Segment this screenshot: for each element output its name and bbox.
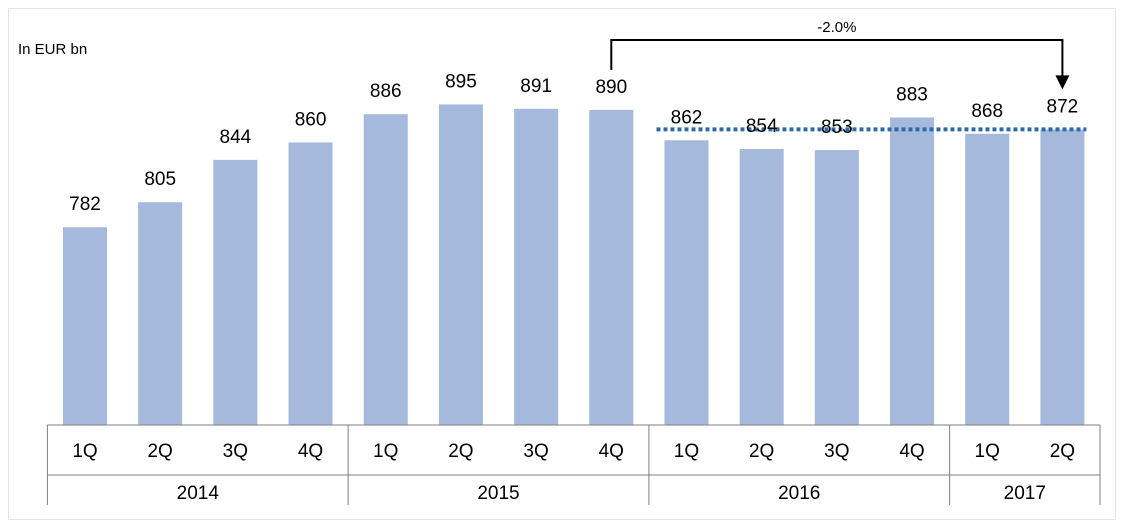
unit-label: In EUR bn (18, 41, 87, 58)
value-label: 886 (370, 81, 402, 102)
value-label: 895 (445, 71, 477, 92)
value-label: 853 (821, 117, 853, 138)
bar (62, 227, 107, 425)
value-label: 890 (595, 77, 627, 98)
bar (890, 117, 935, 426)
x-tick-label: 1Q (72, 441, 97, 462)
x-tick-label: 3Q (223, 441, 248, 462)
value-label: 782 (69, 194, 101, 215)
value-label: 868 (971, 101, 1003, 122)
x-tick-label: 4Q (599, 441, 624, 462)
bar (138, 202, 183, 425)
value-label: 805 (144, 169, 176, 190)
bar (514, 108, 559, 425)
x-tick-label: 1Q (674, 441, 699, 462)
value-label: 844 (220, 127, 252, 148)
group-label: 2014 (177, 483, 220, 504)
group-label: 2017 (1004, 483, 1046, 504)
bar (363, 114, 408, 426)
annotation-text: -2.0% (817, 19, 856, 36)
value-label: 891 (520, 76, 552, 97)
x-tick-label: 2Q (749, 441, 774, 462)
bar (739, 148, 784, 425)
group-label: 2015 (477, 483, 519, 504)
annotation-arrow (610, 39, 1064, 78)
frame (8, 8, 1116, 520)
x-tick-label: 2Q (448, 441, 473, 462)
x-tick-label: 1Q (975, 441, 1000, 462)
bar (589, 109, 634, 425)
bar (438, 104, 483, 425)
value-label: 854 (746, 116, 778, 137)
bar (965, 133, 1010, 426)
group-label: 2016 (778, 483, 820, 504)
x-tick-label: 2Q (147, 441, 172, 462)
value-label: 872 (1047, 96, 1079, 117)
x-tick-label: 4Q (298, 441, 323, 462)
x-tick-label: 4Q (899, 441, 924, 462)
bar (814, 150, 859, 425)
bar (1040, 129, 1085, 425)
x-tick-label: 3Q (523, 441, 548, 462)
value-label: 862 (671, 107, 703, 128)
x-tick-label: 3Q (824, 441, 849, 462)
arrow-head (1055, 75, 1070, 90)
x-tick-label: 2Q (1050, 441, 1075, 462)
bar (288, 142, 333, 425)
bar (213, 159, 258, 425)
value-label: 883 (896, 84, 928, 105)
bar (664, 140, 709, 425)
x-tick-label: 1Q (373, 441, 398, 462)
value-label: 860 (295, 109, 327, 130)
